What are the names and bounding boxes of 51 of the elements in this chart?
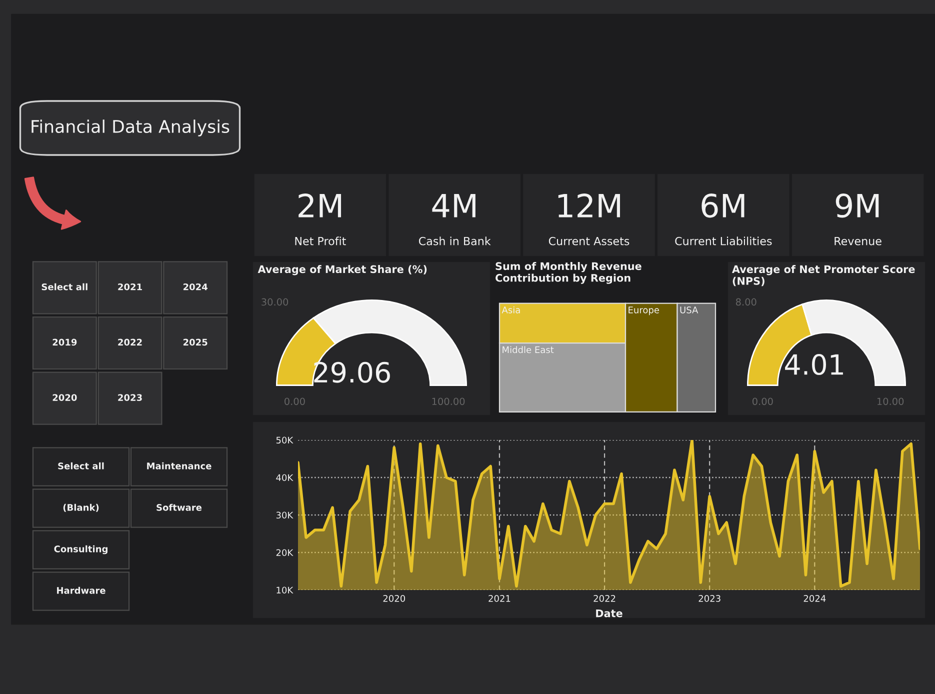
category-label: Asia: [502, 306, 520, 314]
text: 8.00: [736, 298, 756, 306]
category-label: Cash in Bank: [418, 236, 491, 246]
text: 12M: [558, 194, 620, 218]
y-tick-label: 20K: [276, 549, 294, 556]
category-label: Europe: [628, 306, 660, 316]
category-label: 2019: [52, 338, 77, 346]
chart-title: Average of Market Share (%): [258, 265, 427, 276]
category-label: 2025: [183, 338, 208, 346]
category-label: 2023: [118, 394, 142, 401]
category-label: (Blank): [63, 504, 99, 512]
category-label: Maintenance: [147, 462, 212, 470]
x-tick-label: 2023: [698, 595, 720, 602]
x-tick-label: 2024: [804, 595, 826, 602]
category-label: Consulting: [54, 545, 108, 554]
category-label: 2020: [52, 394, 77, 401]
x-axis-title: Date: [596, 609, 622, 618]
category-label: Current Liabilities: [675, 236, 772, 246]
y-tick-label: 40K: [276, 474, 294, 482]
chart-title: Average of Net Promoter Score (NPS): [732, 265, 915, 286]
text: 0.00: [284, 398, 305, 406]
category-label: 2022: [118, 338, 142, 346]
category-label: Net Profit: [295, 236, 346, 246]
category-label: Select all: [42, 283, 88, 290]
text: 30.00: [262, 298, 288, 306]
text: 4M: [432, 194, 476, 218]
text: Financial Data Analysis: [32, 120, 230, 136]
x-tick-label: 2022: [594, 595, 616, 602]
y-tick-label: 50K: [276, 436, 294, 444]
category-label: Select all: [58, 462, 104, 470]
category-label: Software: [156, 504, 202, 511]
category-label: Middle East: [502, 346, 554, 354]
category-label: 2021: [118, 283, 142, 290]
x-tick-label: 2020: [383, 595, 406, 602]
text: Sum of Monthly Revenue Contribution by Region: [496, 262, 642, 284]
text: 6M: [702, 194, 744, 218]
text: 100.00: [432, 398, 465, 406]
category-label: 2024: [183, 283, 208, 290]
text: 0.00: [752, 398, 773, 406]
category-label: USA: [680, 306, 698, 314]
data-label: 29.06: [314, 362, 390, 383]
text: 9M: [836, 194, 879, 218]
y-tick-label: 10K: [276, 586, 294, 594]
category-label: Hardware: [57, 586, 106, 594]
text: 2M: [298, 194, 342, 218]
data-label: 4.01: [785, 354, 843, 376]
x-tick-label: 2021: [488, 595, 510, 602]
y-tick-label: 30K: [276, 512, 294, 519]
category-label: Revenue: [834, 237, 882, 246]
text: 10.00: [877, 398, 904, 406]
category-label: Current Assets: [548, 236, 630, 246]
